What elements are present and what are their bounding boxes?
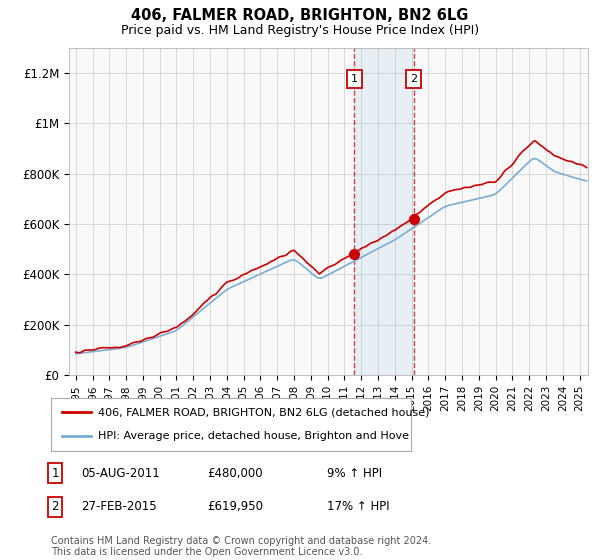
Bar	[354, 48, 413, 375]
Text: 17% ↑ HPI: 17% ↑ HPI	[327, 500, 389, 514]
Text: 2: 2	[410, 74, 417, 84]
Text: 1: 1	[52, 466, 59, 480]
Text: 9% ↑ HPI: 9% ↑ HPI	[327, 466, 382, 480]
Text: Contains HM Land Registry data © Crown copyright and database right 2024.
This d: Contains HM Land Registry data © Crown c…	[51, 535, 431, 557]
Text: 406, FALMER ROAD, BRIGHTON, BN2 6LG (detached house): 406, FALMER ROAD, BRIGHTON, BN2 6LG (det…	[98, 408, 430, 418]
Text: HPI: Average price, detached house, Brighton and Hove: HPI: Average price, detached house, Brig…	[98, 431, 409, 441]
Text: 406, FALMER ROAD, BRIGHTON, BN2 6LG: 406, FALMER ROAD, BRIGHTON, BN2 6LG	[131, 8, 469, 24]
Text: £480,000: £480,000	[207, 466, 263, 480]
Text: Price paid vs. HM Land Registry's House Price Index (HPI): Price paid vs. HM Land Registry's House …	[121, 24, 479, 36]
Text: 2: 2	[52, 500, 59, 514]
Text: 1: 1	[350, 74, 358, 84]
Text: 27-FEB-2015: 27-FEB-2015	[81, 500, 157, 514]
Text: 05-AUG-2011: 05-AUG-2011	[81, 466, 160, 480]
Text: £619,950: £619,950	[207, 500, 263, 514]
